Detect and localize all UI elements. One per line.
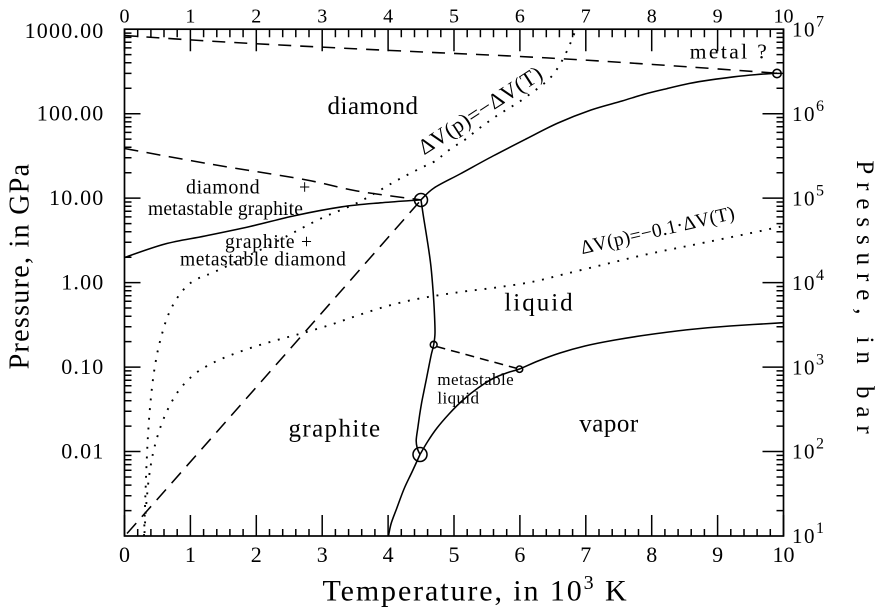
- svg-text:10: 10: [773, 542, 795, 567]
- svg-text:103: 103: [792, 351, 826, 379]
- svg-text:metastable graphite: metastable graphite: [148, 199, 303, 220]
- svg-text:10.00: 10.00: [49, 185, 105, 210]
- svg-text:100.00: 100.00: [37, 101, 105, 126]
- svg-text:0.10: 0.10: [61, 354, 104, 379]
- svg-text:liquid: liquid: [504, 290, 574, 317]
- svg-text:3: 3: [317, 542, 328, 567]
- svg-text:0: 0: [120, 6, 130, 28]
- svg-text:Pressure, in GPa: Pressure, in GPa: [5, 163, 36, 370]
- svg-text:Pressure, in bar: Pressure, in bar: [851, 160, 878, 441]
- svg-text:9: 9: [713, 6, 723, 28]
- svg-text:1: 1: [185, 6, 195, 28]
- svg-text:graphite: graphite: [288, 416, 381, 443]
- svg-text:1000.00: 1000.00: [25, 18, 105, 43]
- svg-text:diamond: diamond: [186, 177, 260, 199]
- svg-text:3: 3: [317, 6, 327, 28]
- svg-text:8: 8: [646, 542, 657, 567]
- svg-text:7: 7: [580, 542, 591, 567]
- svg-text:+: +: [299, 177, 310, 199]
- svg-text:vapor: vapor: [579, 411, 639, 438]
- svg-text:7: 7: [581, 6, 591, 28]
- svg-text:metal ?: metal ?: [690, 40, 769, 64]
- svg-text:liquid: liquid: [437, 389, 479, 408]
- svg-text:1.00: 1.00: [61, 270, 104, 295]
- svg-text:5: 5: [449, 6, 459, 28]
- svg-text:Temperature, in 103 K: Temperature, in 103 K: [322, 572, 628, 608]
- svg-text:6: 6: [515, 6, 525, 28]
- svg-text:metastable diamond: metastable diamond: [180, 250, 346, 271]
- svg-text:4: 4: [383, 6, 393, 28]
- svg-text:4: 4: [383, 542, 394, 567]
- svg-text:6: 6: [514, 542, 525, 567]
- svg-text:diamond: diamond: [328, 93, 419, 120]
- svg-text:2: 2: [251, 6, 261, 28]
- svg-text:metastable: metastable: [437, 370, 514, 389]
- svg-text:graphite +: graphite +: [225, 232, 313, 253]
- svg-text:1: 1: [185, 542, 196, 567]
- svg-text:9: 9: [712, 542, 723, 567]
- svg-text:2: 2: [251, 542, 262, 567]
- svg-text:5: 5: [449, 542, 460, 567]
- svg-text:8: 8: [647, 6, 657, 28]
- svg-text:10: 10: [774, 6, 794, 28]
- svg-text:0: 0: [119, 542, 130, 567]
- svg-text:0.01: 0.01: [61, 439, 104, 464]
